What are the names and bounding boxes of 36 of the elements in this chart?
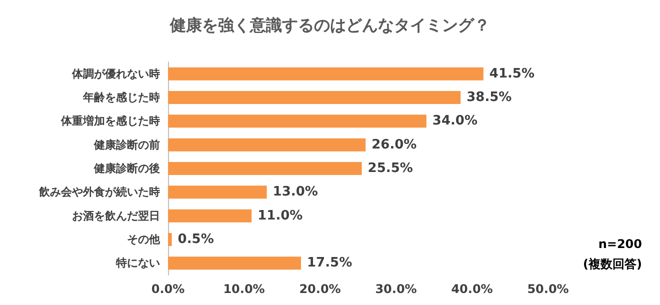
bar [168,90,461,104]
y-tick-label: 健康診断の前 [93,138,160,152]
data-label: 13.0% [272,184,318,200]
x-tick-label: 0.0% [151,282,185,296]
x-tick-label: 30.0% [375,282,417,296]
y-tick-label: 飲み会や外食が続いた時 [38,186,160,199]
y-tick-label: 特にない [115,256,160,270]
data-label: 17.5% [307,256,352,271]
x-tick-label: 10.0% [223,282,265,296]
bar [168,162,362,176]
y-tick-label: 健康診断の後 [93,162,160,175]
bar [168,114,426,128]
y-tick-label: 年齢を感じた時 [82,91,160,104]
y-tick-label: お酒を飲んだ翌日 [72,209,160,222]
bar [168,209,252,222]
y-tick-label: その他 [127,233,161,246]
y-tick-label: 体重増加を感じた時 [60,114,160,128]
y-tick-label: 体調が優れない時 [71,67,160,80]
data-label: 11.0% [258,208,303,224]
text: (複数回答) [583,257,642,271]
bar [168,67,484,80]
data-label: 25.5% [368,161,413,176]
data-label: 0.5% [178,232,214,247]
chart-title: 健康を強く意識するのはどんなタイミング？ [169,16,490,34]
bar [168,138,366,152]
data-label: 26.0% [372,137,417,152]
data-label: 41.5% [489,66,535,82]
x-tick-label: 40.0% [451,282,493,296]
bar [168,232,172,246]
data-label: 34.0% [432,114,478,129]
data-label: 38.5% [466,90,512,105]
text: n=200 [598,237,642,251]
bar [168,256,301,270]
x-tick-label: 20.0% [299,282,341,296]
bar [168,186,267,199]
x-tick-label: 50.0% [527,282,569,296]
